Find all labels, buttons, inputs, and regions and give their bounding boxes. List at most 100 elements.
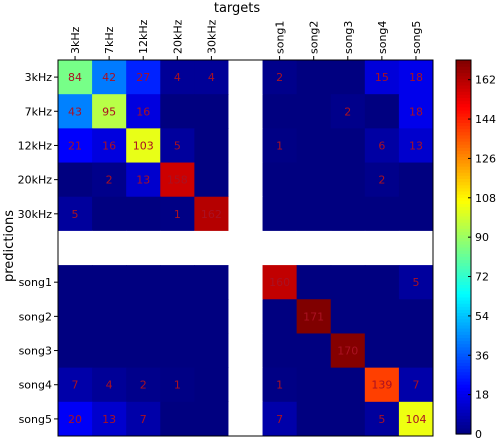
cell-6-4: [194, 265, 229, 300]
colorbar-segment: [456, 97, 471, 102]
cell-0-2: [126, 60, 161, 95]
cell-2-4: [194, 128, 229, 164]
cell-7-2: [126, 299, 161, 334]
colorbar-segment: [456, 194, 471, 198]
colorbar-segment: [456, 265, 471, 270]
cell-label-10-10: 104: [405, 413, 426, 426]
gap-cell: [228, 128, 264, 164]
colorbar-segment: [456, 178, 471, 183]
colorbar-segment: [456, 119, 471, 123]
y-tick-label: 7kHz: [25, 105, 53, 118]
cell-8-2: [126, 333, 161, 369]
cell-label-6-10: 5: [412, 276, 419, 289]
colorbar-segment: [456, 337, 471, 342]
cell-2-9: [364, 128, 400, 164]
cell-4-0: [58, 196, 93, 232]
cell-10-2: [126, 401, 161, 437]
colorbar-segment: [456, 222, 471, 226]
colorbar-segment: [456, 318, 471, 323]
cell-label-4-3: 1: [174, 208, 181, 221]
colorbar-segment: [456, 278, 471, 282]
colorbar-segment: [456, 231, 471, 236]
y-tick-label: 30kHz: [18, 208, 53, 221]
cell-1-0: [58, 94, 93, 129]
colorbar-segment: [456, 346, 471, 351]
x-tick-label: 7kHz: [103, 26, 116, 54]
cell-3-9: [364, 162, 400, 198]
cell-label-10-1: 13: [102, 413, 116, 426]
cell-2-10: [398, 128, 434, 164]
cell-label-3-9: 2: [378, 174, 385, 187]
colorbar-segment: [456, 109, 471, 114]
colorbar-segment: [456, 206, 471, 211]
cell-9-2: [126, 367, 161, 403]
cell-6-7: [296, 265, 332, 300]
colorbar-segment: [456, 281, 471, 285]
cell-1-2: [126, 94, 161, 129]
cell-10-8: [330, 401, 366, 437]
colorbar-tick-label: 108: [475, 192, 496, 205]
cell-label-3-2: 13: [136, 174, 150, 187]
x-tick-label: 20kHz: [171, 19, 184, 54]
cell-6-10: [398, 265, 434, 300]
cell-1-1: [92, 94, 127, 129]
colorbar-tick-label: 72: [475, 271, 489, 284]
colorbar-segment: [456, 271, 471, 276]
colorbar-segment: [456, 134, 471, 139]
cell-label-7-7: 171: [303, 310, 324, 323]
cell-label-9-1: 4: [106, 379, 113, 392]
colorbar-segment: [456, 122, 471, 127]
colorbar-segment: [456, 116, 471, 120]
colorbar-segment: [456, 209, 471, 214]
colorbar-segment: [456, 172, 471, 176]
colorbar-segment: [456, 387, 471, 391]
colorbar-segment: [456, 312, 471, 317]
x-tick-label: song5: [410, 21, 423, 54]
cell-label-9-10: 7: [412, 379, 419, 392]
cell-8-6: [262, 333, 298, 369]
colorbar-segment: [456, 368, 471, 373]
colorbar-segment: [456, 393, 471, 398]
colorbar-segment: [456, 128, 471, 133]
colorbar-segment: [456, 290, 471, 295]
colorbar-segment: [456, 427, 471, 432]
cell-8-10: [398, 333, 434, 369]
cell-0-1: [92, 60, 127, 95]
cell-label-0-4: 4: [208, 71, 215, 84]
cell-4-8: [330, 196, 366, 232]
x-tick-label: 30kHz: [205, 19, 218, 54]
colorbar-segment: [456, 237, 471, 242]
cell-3-4: [194, 162, 229, 198]
colorbar-segment: [456, 112, 471, 117]
cell-4-6: [262, 196, 298, 232]
cell-2-1: [92, 128, 127, 164]
cell-8-1: [92, 333, 127, 369]
colorbar-segment: [456, 362, 471, 367]
cell-label-9-9: 139: [371, 379, 392, 392]
colorbar-segment: [456, 259, 471, 264]
cell-10-7: [296, 401, 332, 437]
colorbar-segment: [456, 309, 471, 314]
colorbar-segment: [456, 402, 471, 407]
cell-9-10: [398, 367, 434, 403]
colorbar-segment: [456, 390, 471, 395]
colorbar-segment: [456, 144, 471, 148]
colorbar-segment: [456, 153, 471, 158]
cell-9-6: [262, 367, 298, 403]
colorbar-segment: [456, 328, 471, 332]
colorbar-segment: [456, 374, 471, 379]
cell-7-10: [398, 299, 434, 334]
gap-cell: [228, 230, 264, 266]
colorbar-segment: [456, 215, 471, 220]
cell-label-4-4: 162: [201, 208, 222, 221]
cell-9-7: [296, 367, 332, 403]
cell-10-6: [262, 401, 298, 437]
cell-1-8: [330, 94, 366, 129]
colorbar-segment: [456, 181, 471, 186]
colorbar-segment: [456, 78, 471, 83]
cell-9-3: [160, 367, 195, 403]
colorbar-segment: [456, 156, 471, 161]
cell-10-3: [160, 401, 195, 437]
colorbar-segment: [456, 324, 471, 329]
colorbar-segment: [456, 430, 471, 435]
